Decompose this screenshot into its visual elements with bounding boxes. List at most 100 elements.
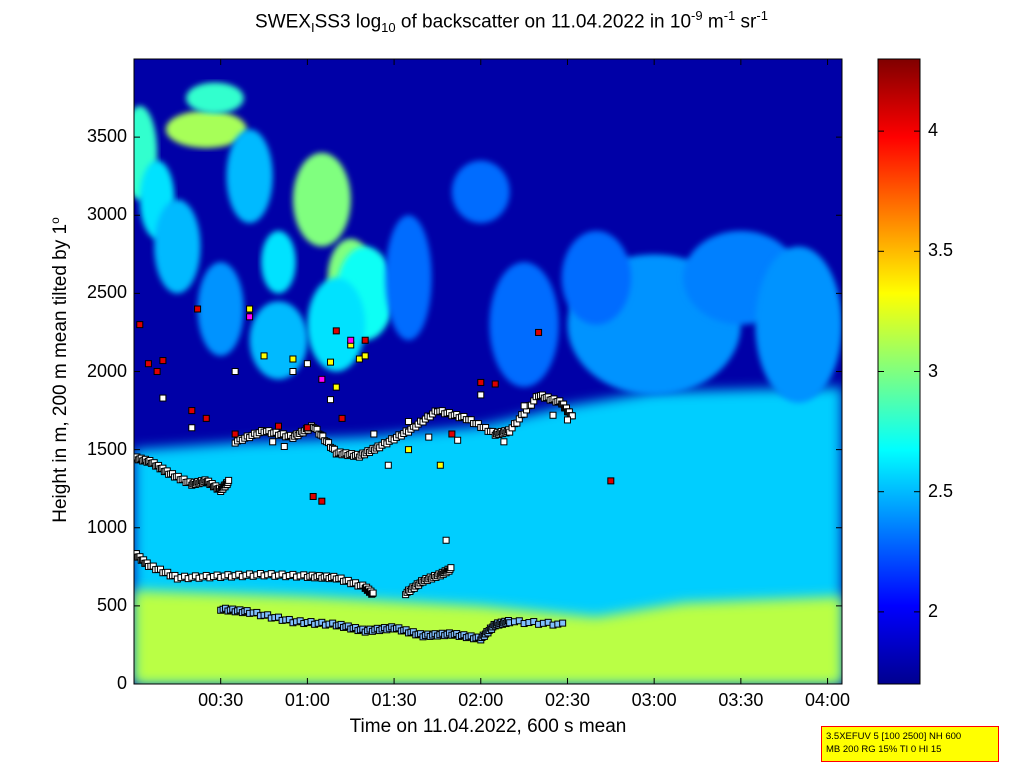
y-axis-label: Height in m, 200 m mean tilted by 1o bbox=[47, 217, 72, 523]
colorbar-tick-label: 2 bbox=[928, 600, 939, 621]
marker-lower_black_line bbox=[369, 589, 377, 597]
y-tick-label: 2000 bbox=[86, 360, 127, 381]
marker-scatter_white bbox=[159, 394, 167, 402]
marker-scatter_white bbox=[289, 368, 297, 375]
marker-scatter_white bbox=[303, 360, 311, 368]
marker-scatter_yellow bbox=[246, 305, 254, 313]
cloud-patch bbox=[186, 82, 244, 114]
chart-title: SWEXISS3 log10 of backscatter on 11.04.2… bbox=[255, 8, 768, 36]
info-box: 3.5XEFUV 5 [100 2500] NH 600 MB 200 RG 1… bbox=[821, 726, 999, 762]
marker-scatter_yellow bbox=[405, 446, 413, 454]
marker-scatter_white bbox=[442, 536, 450, 544]
marker-scatter_white bbox=[280, 443, 288, 450]
marker-scatter_red bbox=[491, 380, 499, 388]
marker-scatter_white bbox=[370, 430, 378, 438]
marker-scatter_yellow bbox=[260, 352, 268, 360]
colorbar bbox=[877, 58, 921, 685]
marker-scatter_red bbox=[159, 357, 167, 365]
marker-scatter_white bbox=[327, 396, 335, 404]
colorbar-tick-label: 2.5 bbox=[928, 480, 954, 501]
x-tick-label: 03:30 bbox=[718, 690, 764, 710]
marker-scatter_red bbox=[202, 414, 210, 422]
marker-scatter_red bbox=[607, 477, 615, 485]
colorbar-ticks bbox=[878, 130, 920, 613]
marker-scatter_white bbox=[405, 418, 413, 425]
x-tick-label: 00:30 bbox=[198, 690, 244, 710]
marker-scatter_white bbox=[425, 433, 433, 441]
marker-scatter_red bbox=[318, 497, 326, 505]
marker-scatter_yellow bbox=[355, 355, 363, 363]
marker-scatter_red bbox=[144, 360, 152, 368]
marker-scatter_white bbox=[188, 424, 196, 432]
marker-scatter_red bbox=[338, 414, 346, 422]
marker-rising_segment bbox=[447, 564, 455, 572]
marker-scatter_yellow bbox=[332, 383, 340, 391]
marker-scatter_yellow bbox=[327, 358, 335, 366]
x-tick-label: 01:00 bbox=[284, 690, 330, 710]
marker-scatter_red bbox=[332, 327, 340, 335]
marker-scatter_white bbox=[477, 391, 485, 399]
cloud-patch bbox=[755, 246, 842, 403]
marker-scatter_red bbox=[194, 305, 202, 313]
marker-scatter_magenta bbox=[347, 336, 355, 344]
plot-area bbox=[134, 59, 842, 684]
marker-scatter_red bbox=[274, 422, 282, 430]
colorbar-tick-label: 3 bbox=[928, 360, 939, 381]
marker-scatter_white bbox=[454, 436, 462, 444]
cloud-patch bbox=[451, 160, 510, 224]
cloud-patch bbox=[249, 301, 308, 380]
marker-scatter_red bbox=[535, 328, 543, 336]
cloud-patch bbox=[154, 199, 201, 294]
x-axis-label: Time on 11.04.2022, 600 s mean bbox=[349, 716, 627, 737]
marker-scatter_white bbox=[269, 438, 277, 446]
marker-scatter_white bbox=[231, 368, 239, 375]
marker-scatter_white bbox=[520, 402, 528, 410]
marker-scatter_red bbox=[303, 424, 311, 432]
marker-scatter_red bbox=[188, 407, 196, 415]
marker-scatter_red bbox=[477, 378, 485, 386]
marker-scatter_white bbox=[563, 416, 571, 424]
x-tick-label: 04:00 bbox=[805, 690, 851, 710]
cloud-patch bbox=[561, 230, 632, 325]
marker-scatter_red bbox=[136, 321, 144, 329]
marker-scatter_white bbox=[384, 461, 392, 469]
y-tick-label: 3500 bbox=[86, 126, 127, 147]
marker-middle_segment bbox=[568, 412, 576, 420]
marker-scatter_white bbox=[549, 411, 557, 419]
cloud-patch bbox=[292, 152, 351, 247]
marker-scatter_red bbox=[448, 430, 456, 438]
marker-scatter_magenta bbox=[318, 375, 326, 383]
x-tick-label: 02:00 bbox=[458, 690, 504, 710]
marker-scatter_yellow bbox=[361, 352, 369, 360]
y-tick-label: 2500 bbox=[86, 282, 127, 303]
colorbar-tick-label: 4 bbox=[928, 120, 939, 141]
x-tick-label: 02:30 bbox=[544, 690, 590, 710]
marker-scatter_red bbox=[153, 368, 161, 375]
y-tick-label: 3000 bbox=[86, 204, 127, 225]
marker-scatter_yellow bbox=[289, 355, 297, 363]
marker-scatter_magenta bbox=[246, 313, 254, 321]
x-tick-label: 01:30 bbox=[371, 690, 417, 710]
y-tick-label: 1000 bbox=[86, 516, 127, 537]
marker-scatter_red bbox=[231, 430, 239, 438]
cloud-patch bbox=[385, 215, 432, 341]
x-tick-label: 03:00 bbox=[631, 690, 677, 710]
marker-scatter_red bbox=[361, 336, 369, 344]
cloud-patch bbox=[197, 262, 244, 356]
marker-scatter_white bbox=[500, 438, 508, 446]
y-tick-label: 1500 bbox=[86, 438, 127, 459]
marker-upper_white_black bbox=[225, 476, 233, 484]
y-tick-label: 500 bbox=[96, 594, 127, 615]
marker-scatter_red bbox=[309, 493, 317, 500]
cloud-patch bbox=[226, 129, 273, 224]
cloud-patch bbox=[165, 110, 247, 149]
colorbar-tick-label: 3.5 bbox=[928, 240, 954, 261]
marker-scatter_yellow bbox=[436, 461, 444, 469]
marker-lowest_black_line bbox=[559, 619, 567, 627]
cloud-patch bbox=[489, 262, 559, 388]
cloud-patch bbox=[261, 230, 296, 294]
y-tick-label: 0 bbox=[116, 673, 127, 693]
axes bbox=[134, 59, 842, 685]
